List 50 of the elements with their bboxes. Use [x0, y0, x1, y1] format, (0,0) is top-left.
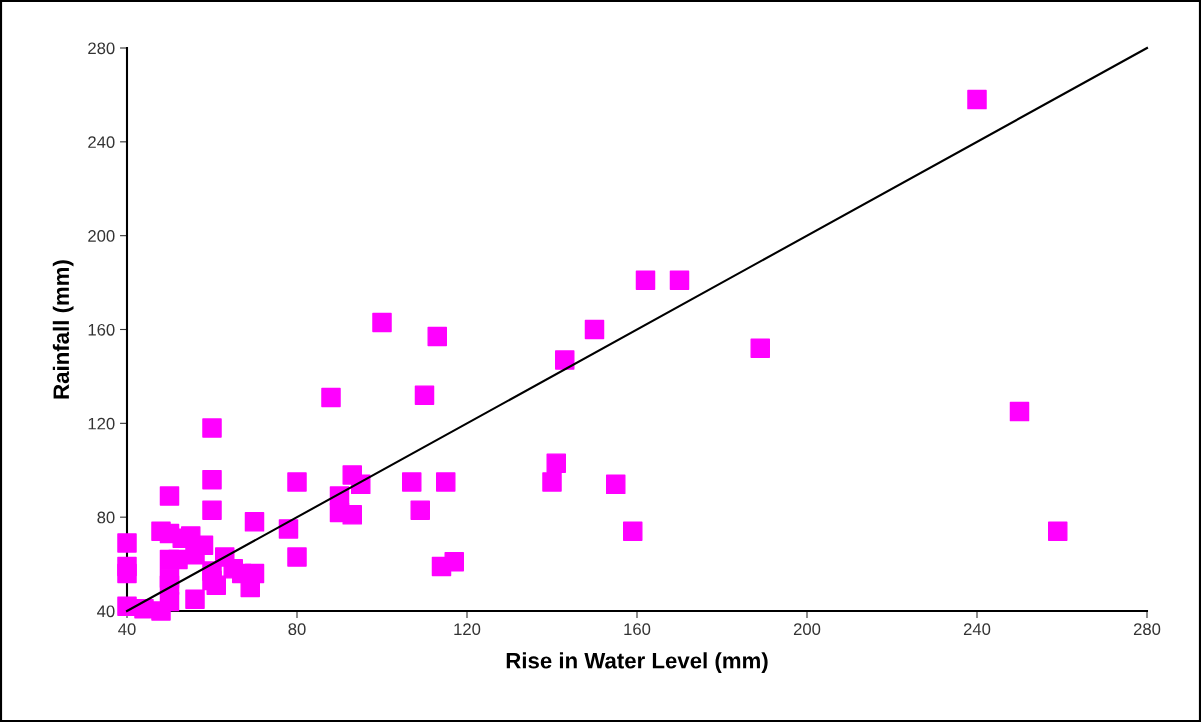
point: [202, 469, 222, 490]
point: [278, 519, 299, 539]
point: [244, 563, 265, 584]
point: [1009, 401, 1030, 422]
point: [606, 474, 626, 495]
point: [342, 505, 362, 525]
point: [546, 453, 566, 473]
point: [555, 350, 575, 370]
x-tick-label: 200: [793, 623, 821, 636]
x-tick-label: 40: [118, 623, 136, 636]
y-tick-label: 40: [97, 605, 115, 618]
point: [750, 338, 770, 359]
point: [967, 89, 987, 110]
point: [202, 418, 222, 438]
point: [436, 472, 456, 492]
point: [427, 326, 447, 347]
point: [244, 512, 265, 532]
point: [287, 472, 307, 492]
y-tick-label: 200: [88, 230, 115, 242]
point: [669, 270, 690, 290]
point: [321, 387, 341, 408]
point: [202, 500, 222, 520]
x-tick-label: 120: [454, 623, 481, 636]
point: [372, 312, 392, 333]
x-tick-label: 280: [1133, 623, 1161, 636]
point: [159, 486, 180, 506]
point: [584, 319, 605, 340]
point: [414, 385, 435, 405]
y-tick-label: 80: [97, 511, 115, 524]
point: [1048, 521, 1068, 541]
point: [542, 472, 562, 492]
y-tick-label: 160: [88, 323, 115, 336]
x-tick-label: 160: [624, 623, 651, 636]
x-tick-label: 240: [963, 623, 991, 636]
point: [206, 575, 226, 595]
point: [117, 533, 137, 553]
y-axis-title: Rainfall (mm): [52, 260, 74, 399]
point: [185, 589, 205, 610]
y-tick-label: 120: [88, 417, 115, 430]
point: [410, 500, 430, 520]
x-tick-label: 80: [288, 623, 306, 636]
y-tick-label: 240: [88, 136, 115, 149]
y-tick-label: 280: [88, 42, 115, 55]
point: [402, 472, 422, 492]
point: [117, 563, 137, 584]
point: [635, 270, 656, 290]
point: [623, 521, 643, 541]
point: [444, 551, 464, 572]
x-axis-title: Rise in Water Level (mm): [506, 652, 768, 673]
point: [287, 547, 307, 567]
